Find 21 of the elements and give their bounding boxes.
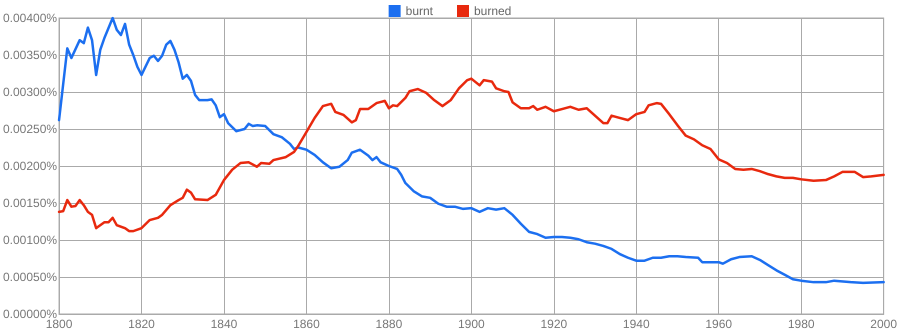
x-tick-label: 1900 xyxy=(458,317,486,330)
x-tick-label: 1860 xyxy=(293,317,320,330)
x-tick-label: 1840 xyxy=(210,317,238,330)
y-tick-label: 0.00150% xyxy=(3,196,58,210)
y-tick-label: 0.00400% xyxy=(3,11,58,25)
y-tick-label: 0.00250% xyxy=(3,122,58,136)
line-series xyxy=(58,77,885,232)
legend-label: burned xyxy=(474,4,512,18)
y-tick-label: 0.00100% xyxy=(3,233,58,247)
x-tick-label: 1960 xyxy=(705,317,732,330)
x-tick-label: 1820 xyxy=(128,317,156,330)
x-tick-label: 2000 xyxy=(870,317,898,330)
y-tick-label: 0.00350% xyxy=(3,48,58,62)
y-tick-label: 0.00200% xyxy=(3,159,58,173)
x-tick-label: 1880 xyxy=(376,317,403,330)
legend-label: burnt xyxy=(406,4,434,18)
x-tick-label: 1980 xyxy=(788,317,815,330)
x-tick-label: 1940 xyxy=(622,317,650,330)
y-tick-label: 0.00050% xyxy=(3,270,58,284)
y-tick-label: 0.00300% xyxy=(3,85,58,99)
x-tick-label: 1920 xyxy=(540,317,568,330)
